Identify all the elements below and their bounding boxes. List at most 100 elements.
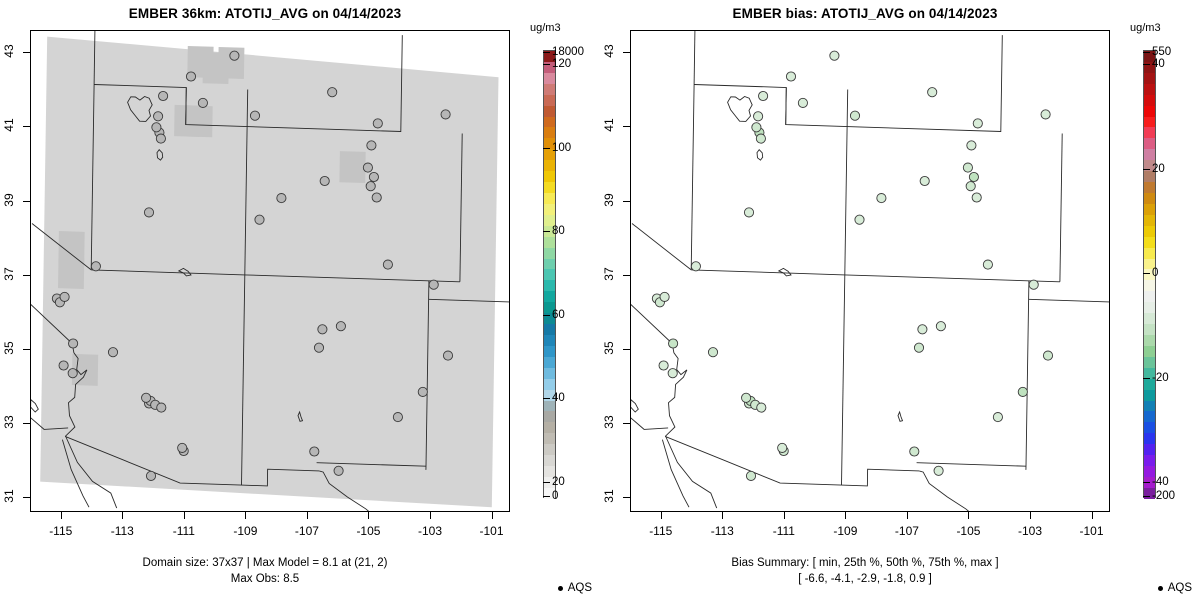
salton-sea bbox=[631, 399, 639, 413]
colorbar-segment bbox=[1144, 127, 1155, 139]
aqs-monitor-marker[interactable] bbox=[141, 392, 152, 403]
state-border bbox=[31, 223, 92, 271]
aqs-monitor-marker[interactable] bbox=[982, 259, 993, 270]
aqs-monitor-marker[interactable] bbox=[428, 279, 439, 290]
aqs-monitor-marker[interactable] bbox=[365, 181, 376, 192]
x-axis-tick bbox=[245, 512, 247, 519]
aqs-monitor-marker[interactable] bbox=[777, 442, 788, 453]
aqs-monitor-marker[interactable] bbox=[382, 259, 393, 270]
aqs-monitor-marker[interactable] bbox=[919, 175, 930, 187]
aqs-monitor-marker[interactable] bbox=[876, 193, 887, 204]
state-border bbox=[661, 439, 690, 508]
aqs-monitor-marker[interactable] bbox=[317, 324, 328, 335]
aqs-monitor-marker[interactable] bbox=[797, 97, 808, 108]
aqs-monitor-marker[interactable] bbox=[155, 133, 166, 144]
aqs-monitor-marker[interactable] bbox=[229, 50, 240, 61]
aqs-monitor-marker[interactable] bbox=[965, 181, 976, 192]
aqs-monitor-marker[interactable] bbox=[197, 97, 208, 108]
aqs-monitor-marker[interactable] bbox=[1042, 350, 1054, 361]
aqs-monitor-marker[interactable] bbox=[143, 207, 155, 218]
aqs-monitor-marker[interactable] bbox=[371, 192, 382, 203]
aqs-monitor-marker[interactable] bbox=[971, 192, 982, 203]
aqs-monitor-marker[interactable] bbox=[659, 291, 670, 302]
aqs-monitor-marker[interactable] bbox=[745, 470, 757, 481]
state-border bbox=[241, 274, 246, 486]
aqs-monitor-marker[interactable] bbox=[59, 291, 70, 302]
colorbar-segment bbox=[1144, 334, 1155, 346]
state-border bbox=[841, 274, 846, 486]
model-map-plot[interactable] bbox=[30, 30, 510, 512]
aqs-monitor-marker[interactable] bbox=[276, 193, 287, 204]
colorbar-segment bbox=[1144, 356, 1155, 368]
aqs-monitor-marker[interactable] bbox=[917, 324, 928, 335]
aqs-monitor-marker[interactable] bbox=[68, 338, 79, 349]
aqs-monitor-marker[interactable] bbox=[741, 392, 752, 403]
aqs-monitor-marker[interactable] bbox=[854, 214, 865, 225]
aqs-monitor-marker[interactable] bbox=[327, 87, 338, 98]
aqs-monitor-marker[interactable] bbox=[1028, 279, 1039, 290]
aqs-monitor-marker[interactable] bbox=[442, 350, 454, 361]
aqs-monitor-marker[interactable] bbox=[335, 321, 346, 332]
aqs-monitor-marker[interactable] bbox=[785, 71, 797, 82]
aqs-monitor-marker[interactable] bbox=[145, 470, 157, 481]
aqs-monitor-marker[interactable] bbox=[153, 111, 164, 122]
aqs-monitor-marker[interactable] bbox=[933, 465, 944, 476]
aqs-monitor-marker[interactable] bbox=[829, 50, 840, 61]
aqs-monitor-marker[interactable] bbox=[249, 110, 261, 121]
aqs-monitor-marker[interactable] bbox=[927, 87, 938, 98]
aqs-monitor-marker[interactable] bbox=[758, 90, 769, 102]
aqs-monitor-marker[interactable] bbox=[707, 347, 719, 358]
aqs-monitor-marker[interactable] bbox=[1040, 109, 1051, 120]
aqs-monitor-marker[interactable] bbox=[392, 412, 403, 423]
aqs-monitor-marker[interactable] bbox=[966, 140, 977, 151]
y-axis-label: 33 bbox=[602, 415, 616, 429]
state-border bbox=[459, 133, 463, 282]
aqs-monitor-marker[interactable] bbox=[743, 207, 755, 218]
aqs-monitor-marker[interactable] bbox=[158, 90, 169, 102]
aqs-monitor-marker[interactable] bbox=[992, 412, 1003, 423]
x-axis-label: -107 bbox=[294, 524, 319, 538]
aqs-monitor-marker[interactable] bbox=[156, 402, 167, 413]
aqs-monitor-marker[interactable] bbox=[67, 368, 78, 379]
aqs-monitor-marker[interactable] bbox=[756, 402, 767, 413]
aqs-monitor-marker[interactable] bbox=[368, 171, 379, 183]
aqs-monitor-marker[interactable] bbox=[755, 133, 766, 144]
colorbar-segment bbox=[544, 367, 555, 379]
aqs-monitor-marker[interactable] bbox=[753, 111, 764, 122]
aqs-monitor-marker[interactable] bbox=[913, 342, 925, 353]
aqs-monitor-marker[interactable] bbox=[935, 321, 946, 332]
aqs-monitor-marker[interactable] bbox=[177, 442, 188, 453]
aqs-monitor-marker[interactable] bbox=[309, 446, 320, 457]
aqs-monitor-marker[interactable] bbox=[90, 261, 101, 272]
aqs-monitor-marker[interactable] bbox=[185, 71, 197, 82]
colorbar-segment bbox=[544, 116, 555, 128]
aqs-monitor-marker[interactable] bbox=[849, 110, 861, 121]
aqs-monitor-marker[interactable] bbox=[658, 360, 669, 371]
aqs-monitor-marker[interactable] bbox=[372, 118, 383, 129]
aqs-monitor-marker[interactable] bbox=[440, 109, 451, 120]
aqs-monitor-marker[interactable] bbox=[319, 175, 330, 187]
aqs-monitor-marker[interactable] bbox=[668, 338, 679, 349]
aqs-monitor-marker[interactable] bbox=[107, 347, 119, 358]
aqs-monitor-marker[interactable] bbox=[962, 162, 973, 173]
aqs-monitor-marker[interactable] bbox=[58, 360, 69, 371]
aqs-monitor-marker[interactable] bbox=[968, 171, 979, 183]
aqs-monitor-marker[interactable] bbox=[151, 122, 162, 133]
right-caption-line2: [ -6.6, -4.1, -2.9, -1.8, 0.9 ] bbox=[798, 573, 932, 585]
bias-map-plot[interactable] bbox=[630, 30, 1110, 512]
aqs-monitor-marker[interactable] bbox=[254, 214, 265, 225]
y-axis-tick bbox=[23, 348, 30, 350]
colorbar-tick-label: 550 bbox=[1152, 46, 1172, 58]
aqs-monitor-marker[interactable] bbox=[751, 122, 762, 133]
aqs-monitor-marker[interactable] bbox=[333, 465, 344, 476]
aqs-monitor-marker[interactable] bbox=[1017, 386, 1028, 397]
aqs-monitor-marker[interactable] bbox=[909, 446, 920, 457]
state-border bbox=[319, 470, 369, 511]
aqs-monitor-marker[interactable] bbox=[417, 386, 428, 397]
aqs-monitor-marker[interactable] bbox=[690, 261, 701, 272]
aqs-monitor-marker[interactable] bbox=[313, 342, 325, 353]
aqs-monitor-marker[interactable] bbox=[667, 368, 678, 379]
aqs-monitor-marker[interactable] bbox=[366, 140, 377, 151]
aqs-monitor-marker[interactable] bbox=[972, 118, 983, 129]
aqs-monitor-marker[interactable] bbox=[362, 162, 373, 173]
